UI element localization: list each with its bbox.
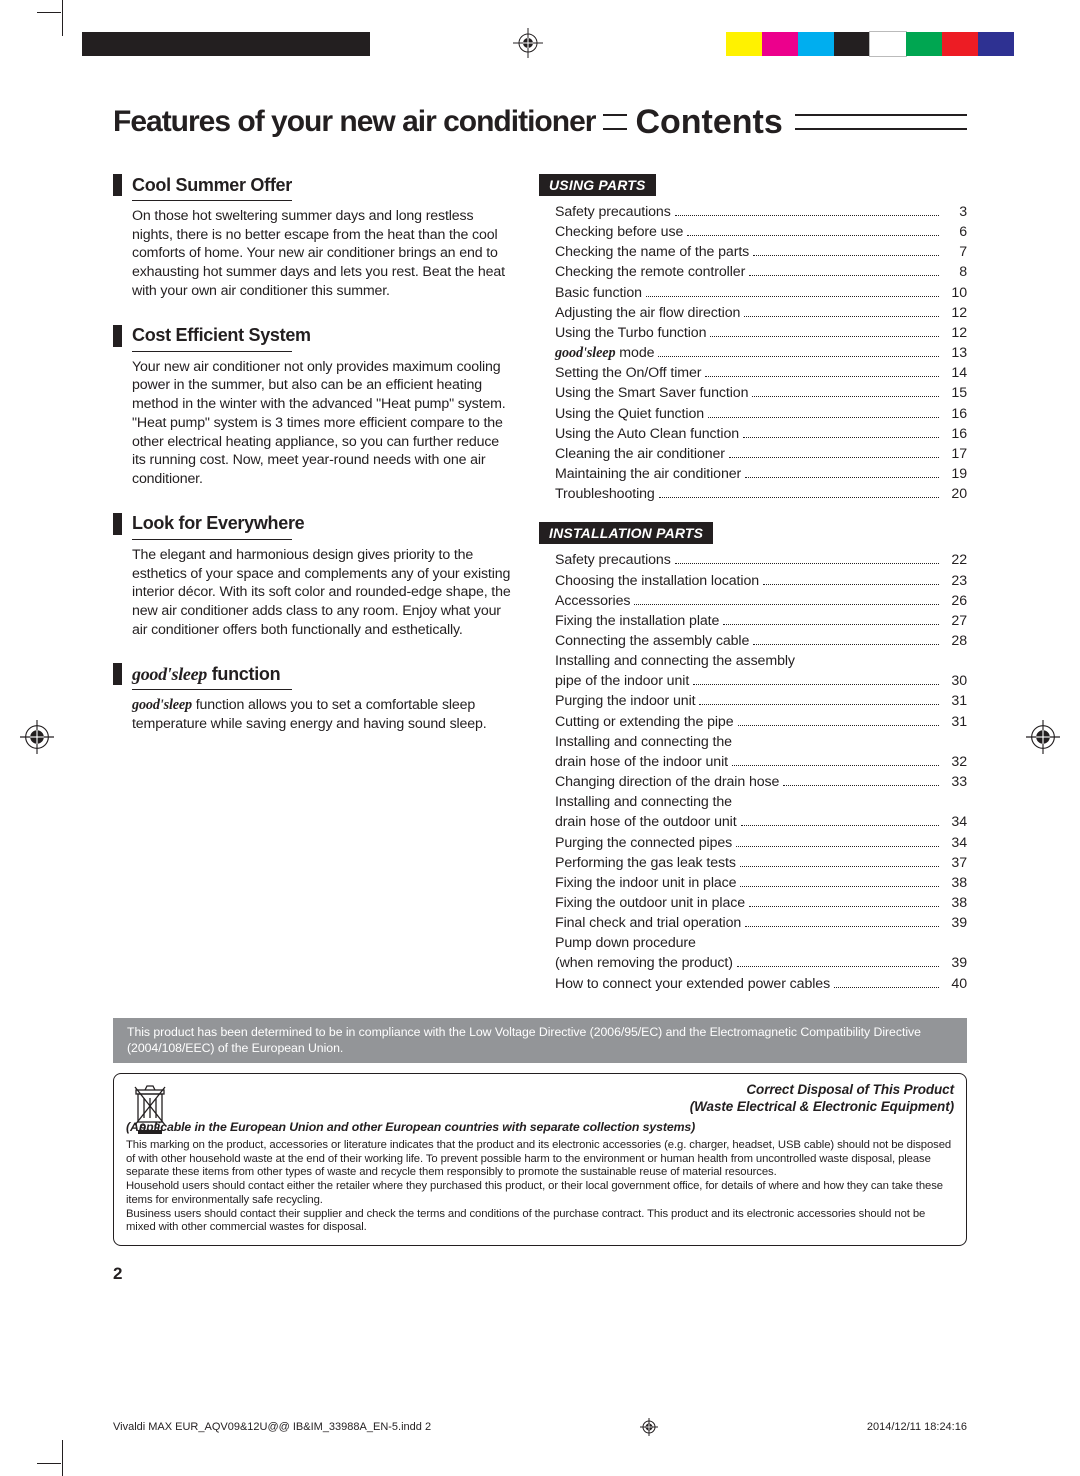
feature-block: Look for Everywhere The elegant and harmo… — [113, 513, 511, 640]
toc-row: Checking before use6 — [555, 222, 967, 242]
feature-title: Cost Efficient System — [132, 325, 311, 346]
features-title: Features of your new air conditioner — [113, 105, 595, 139]
registration-mark-icon — [20, 720, 54, 754]
toc-row: Accessories26 — [555, 591, 967, 611]
toc-row: Checking the remote controller8 — [555, 262, 967, 282]
toc-row: Using the Smart Saver function15 — [555, 383, 967, 403]
disposal-para: This marking on the product, accessories… — [126, 1139, 954, 1180]
toc-row: Purging the indoor unit31 — [555, 691, 967, 711]
feature-block: Cost Efficient System Your new air condit… — [113, 325, 511, 489]
disposal-box: Correct Disposal of This Product (Waste … — [113, 1073, 967, 1246]
toc-row: Changing direction of the drain hose33 — [555, 772, 967, 792]
disposal-subheading: (Applicable in the European Union and ot… — [126, 1120, 954, 1135]
toc-row: Setting the On/Off timer14 — [555, 363, 967, 383]
footer-date: 2014/12/11 18:24:16 — [867, 1421, 967, 1433]
weee-bin-icon — [132, 1084, 168, 1136]
toc-row: How to connect your extended power cable… — [555, 974, 967, 994]
feature-block: Cool Summer Offer On those hot sweltering… — [113, 174, 511, 301]
toc-row: (when removing the product)39 — [555, 953, 967, 973]
compliance-notice: This product has been determined to be i… — [113, 1018, 967, 1063]
toc-row: Cleaning the air conditioner17 — [555, 444, 967, 464]
toc-row: Choosing the installation location23 — [555, 571, 967, 591]
toc-row: drain hose of the outdoor unit34 — [555, 812, 967, 832]
registration-mark-icon — [640, 1418, 658, 1436]
toc-row: Cutting or extending the pipe31 — [555, 712, 967, 732]
contents-title: Contents — [635, 103, 782, 142]
toc-row: Safety precautions3 — [555, 202, 967, 222]
toc-row: Fixing the installation plate27 — [555, 611, 967, 631]
toc-install: Safety precautions22Choosing the install… — [539, 550, 967, 993]
feature-body: On those hot sweltering summer days and … — [113, 207, 511, 301]
footer: Vivaldi MAX EUR_AQV09&12U@@ IB&IM_33988A… — [113, 1418, 967, 1436]
disposal-heading: Correct Disposal of This Product (Waste … — [126, 1082, 954, 1116]
toc-row: Fixing the outdoor unit in place38 — [555, 893, 967, 913]
feature-body: The elegant and harmonious design gives … — [113, 546, 511, 640]
toc-row: Installing and connecting the — [555, 732, 967, 752]
toc-row: Safety precautions22 — [555, 550, 967, 570]
toc-row: Adjusting the air flow direction12 — [555, 303, 967, 323]
registration-mark-icon — [513, 28, 543, 58]
toc-row: Connecting the assembly cable28 — [555, 631, 967, 651]
toc-row: drain hose of the indoor unit32 — [555, 752, 967, 772]
feature-title: Look for Everywhere — [132, 513, 304, 534]
disposal-para: Business users should contact their supp… — [126, 1208, 954, 1236]
toc-row: pipe of the indoor unit30 — [555, 671, 967, 691]
toc-using: Safety precautions3Checking before use6C… — [539, 202, 967, 504]
toc-row: Purging the connected pipes34 — [555, 833, 967, 853]
page-number: 2 — [113, 1264, 122, 1284]
feature-block: good'sleep function good'sleep function a… — [113, 663, 511, 733]
toc-row: Installing and connecting the assembly — [555, 651, 967, 671]
toc-row: Final check and trial operation39 — [555, 913, 967, 933]
features-column: Cool Summer Offer On those hot sweltering… — [113, 174, 511, 994]
toc-row: good'sleep mode13 — [555, 343, 967, 363]
toc-row: Troubleshooting20 — [555, 484, 967, 504]
toc-row: Pump down procedure — [555, 933, 967, 953]
toc-row: Installing and connecting the — [555, 792, 967, 812]
registration-mark-icon — [1026, 720, 1060, 754]
toc-row: Checking the name of the parts7 — [555, 242, 967, 262]
contents-column: USING PARTS Safety precautions3Checking … — [539, 174, 967, 994]
title-divider — [603, 114, 627, 130]
page-content: Features of your new air conditioner Con… — [113, 100, 967, 1246]
feature-title: Cool Summer Offer — [132, 175, 292, 196]
disposal-para: Household users should contact either th… — [126, 1180, 954, 1208]
feature-body: Your new air conditioner not only provid… — [113, 358, 511, 489]
toc-row: Maintaining the air conditioner19 — [555, 464, 967, 484]
toc-row: Fixing the indoor unit in place38 — [555, 873, 967, 893]
toc-row: Using the Auto Clean function16 — [555, 424, 967, 444]
title-row: Features of your new air conditioner Con… — [113, 100, 967, 144]
toc-row: Using the Turbo function12 — [555, 323, 967, 343]
toc-row: Performing the gas leak tests37 — [555, 853, 967, 873]
feature-body: good'sleep function allows you to set a … — [113, 696, 511, 733]
feature-title: good'sleep function — [132, 664, 280, 685]
using-parts-tab: USING PARTS — [539, 174, 656, 196]
toc-row: Basic function10 — [555, 283, 967, 303]
installation-parts-tab: INSTALLATION PARTS — [539, 522, 713, 544]
footer-filename: Vivaldi MAX EUR_AQV09&12U@@ IB&IM_33988A… — [113, 1421, 431, 1433]
toc-row: Using the Quiet function16 — [555, 404, 967, 424]
